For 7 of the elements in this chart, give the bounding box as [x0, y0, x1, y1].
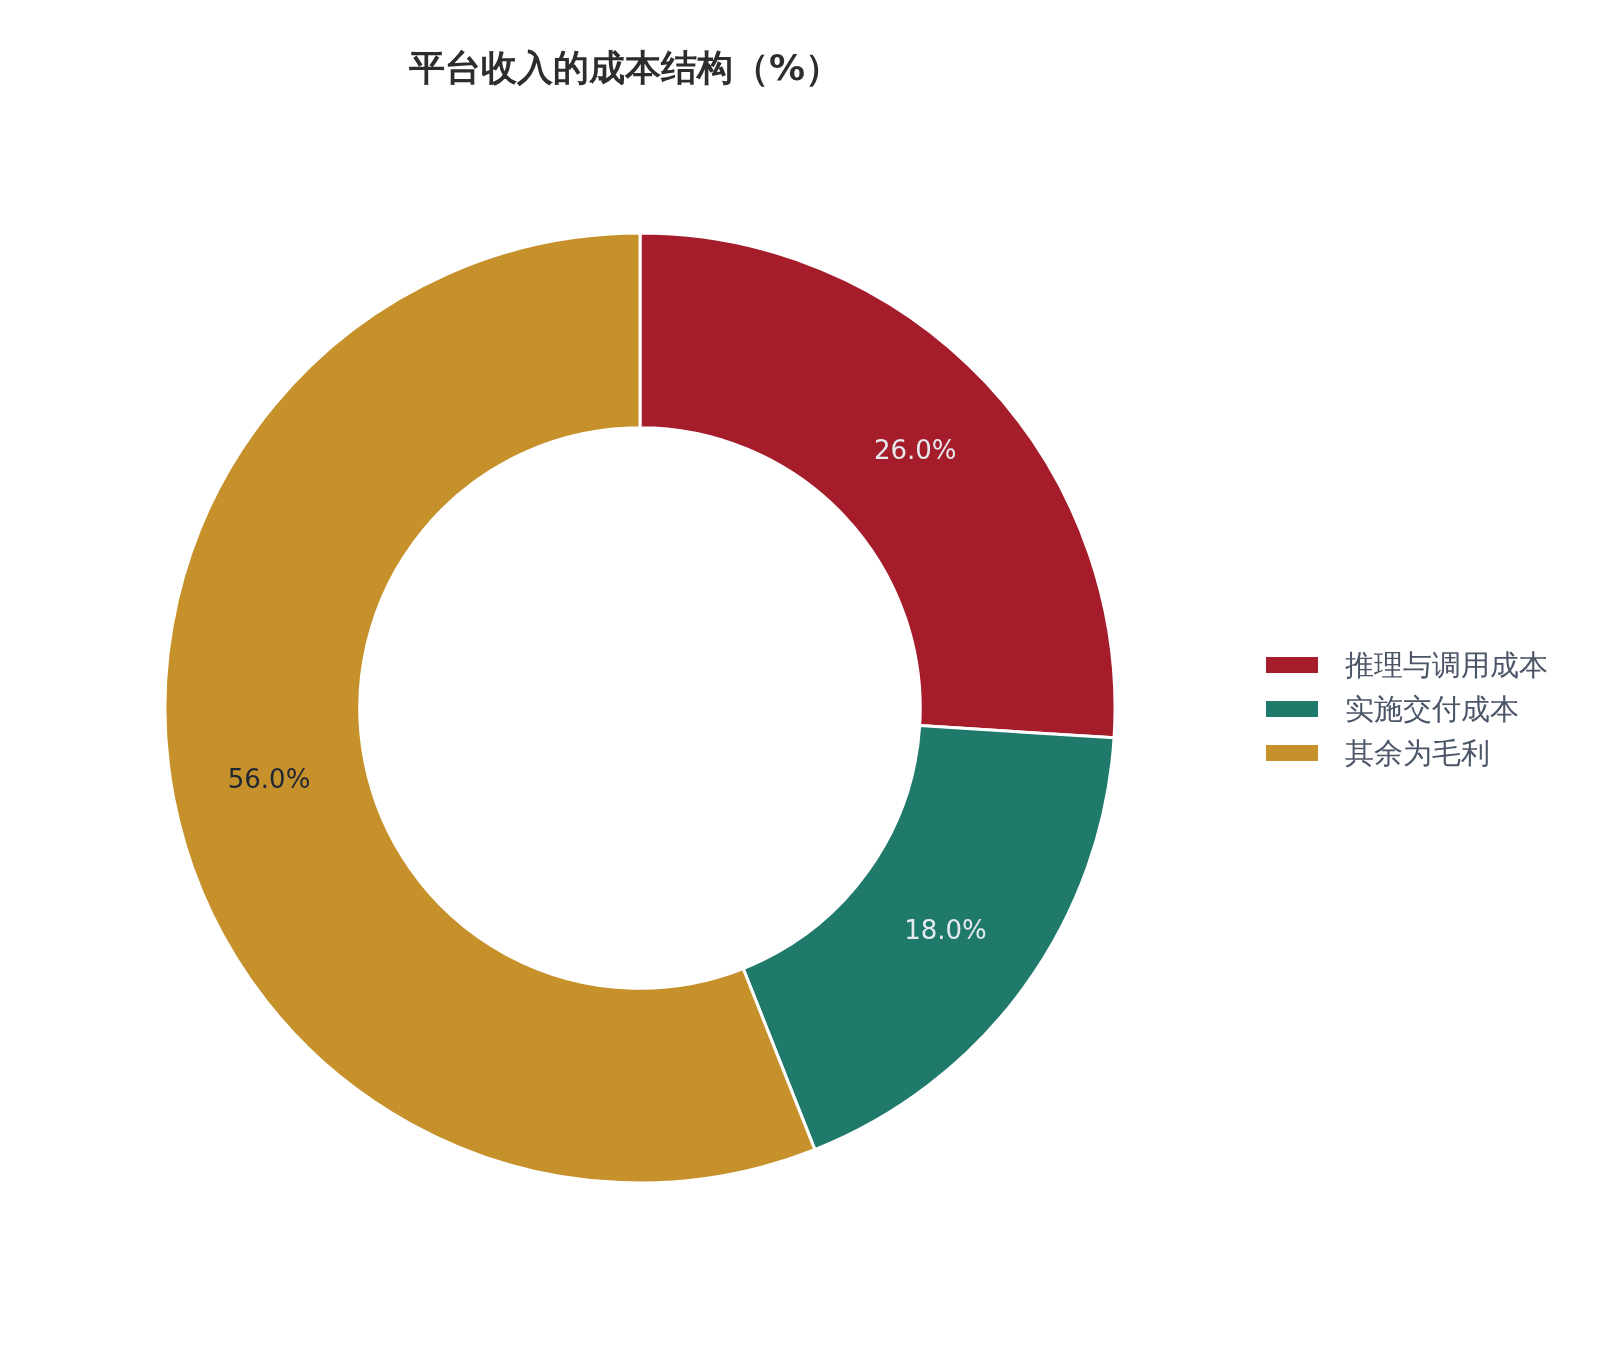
chart-title: 平台收入的成本结构（%）: [408, 46, 842, 88]
legend-label: 实施交付成本: [1345, 692, 1519, 726]
data-label: 56.0%: [227, 763, 311, 794]
data-label: 18.0%: [904, 914, 987, 945]
legend-label: 推理与调用成本: [1345, 648, 1548, 682]
data-label: 26.0%: [873, 434, 957, 465]
legend-label: 其余为毛利: [1345, 736, 1490, 770]
